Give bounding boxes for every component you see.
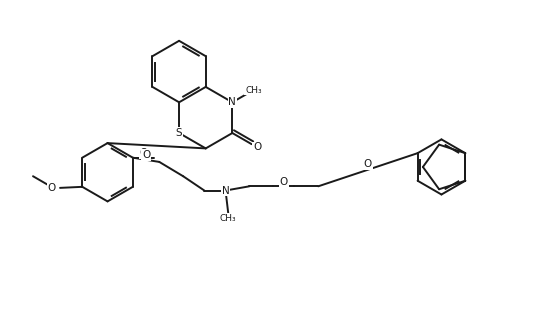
Text: O: O xyxy=(280,176,288,187)
Text: S: S xyxy=(176,128,182,138)
Text: O: O xyxy=(364,159,372,169)
Text: O: O xyxy=(253,142,261,152)
Text: CH₃: CH₃ xyxy=(245,86,262,94)
Text: N: N xyxy=(222,185,229,196)
Text: O: O xyxy=(139,149,148,158)
Text: N: N xyxy=(228,97,236,107)
Text: O: O xyxy=(48,183,56,193)
Text: CH₃: CH₃ xyxy=(220,214,237,223)
Text: O: O xyxy=(142,150,150,160)
